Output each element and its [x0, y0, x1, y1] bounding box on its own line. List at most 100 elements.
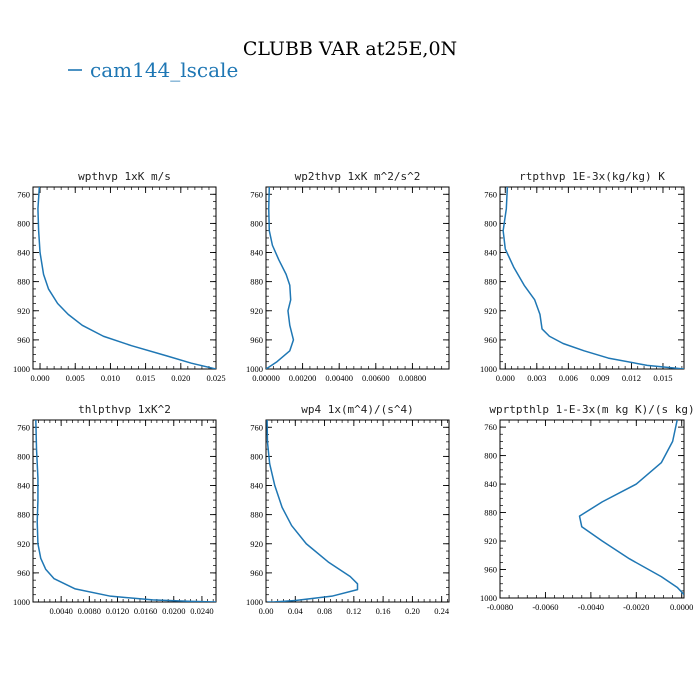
plot-frame: [499, 186, 685, 370]
y-tick-label: 960: [17, 568, 30, 578]
x-tick-label: 0.00800: [399, 373, 427, 383]
y-tick-label: 920: [250, 539, 263, 549]
y-tick-label: 760: [17, 422, 30, 432]
x-tick-label: 0.08: [317, 606, 332, 616]
y-tick-label: 1000: [246, 597, 263, 607]
y-tick-label: 760: [484, 189, 497, 199]
panels: wpthvp 1xK m/s76080084088092096010000.00…: [13, 170, 695, 616]
y-tick-label: 800: [250, 451, 263, 461]
x-tick-label: 0.20: [405, 606, 420, 616]
x-tick-label: 0.000: [30, 373, 49, 383]
y-tick-label: 760: [250, 189, 263, 199]
x-tick-label: 0.015: [136, 373, 155, 383]
plot-frame: [32, 186, 217, 370]
x-tick-label: 0.015: [653, 373, 672, 383]
y-tick-label: 840: [484, 479, 497, 489]
y-tick-label: 760: [17, 189, 30, 199]
plot-frame: [499, 419, 685, 599]
x-tick-label: 0.012: [622, 373, 641, 383]
y-tick-label: 840: [17, 481, 30, 491]
x-tick-label: 0.006: [559, 373, 578, 383]
x-tick-label: 0.0120: [106, 606, 129, 616]
panel-6: wprtpthlp 1-E-3x(m kg K)/(s kg) 760 800 840…: [480, 403, 695, 612]
y-tick-label: 760: [250, 422, 263, 432]
x-tick-label: 0.000: [496, 373, 515, 383]
y-tick-label: 800: [17, 451, 30, 461]
x-tick-label: 0.00000: [252, 373, 280, 383]
y-tick-label: 800: [484, 451, 497, 461]
panel-title: rtpthvp 1E-3x(kg/kg) K: [519, 170, 665, 183]
panel-title: thlpthvp 1xK^2: [78, 403, 171, 416]
panel-5: wp4 1x(m^4)/(s^4)76080084088092096010000…: [246, 403, 450, 616]
x-tick-label: 0.0240: [190, 606, 213, 616]
y-tick-label: 760: [484, 422, 497, 432]
x-tick-label: -0.0040: [578, 602, 604, 612]
y-tick-label: 960: [484, 335, 497, 345]
panel-title: wprtpthlp 1-E-3x(m kg K)/(s kg): [489, 403, 694, 416]
x-tick-label: 0.0000: [670, 602, 693, 612]
x-tick-label: 0.009: [590, 373, 609, 383]
y-tick-label: 920: [17, 306, 30, 316]
y-tick-label: 960: [484, 565, 497, 575]
y-tick-label: 1000: [13, 597, 30, 607]
panel-1: wpthvp 1xK m/s76080084088092096010000.00…: [13, 170, 226, 383]
y-tick-label: 920: [250, 306, 263, 316]
y-tick-label: 920: [484, 306, 497, 316]
legend: cam144_lscale: [68, 58, 238, 82]
plot-frame: [32, 419, 217, 603]
x-tick-label: 0.020: [171, 373, 190, 383]
y-tick-label: 1000: [13, 364, 30, 374]
x-tick-label: 0.003: [527, 373, 546, 383]
x-tick-label: 0.010: [101, 373, 120, 383]
y-tick-label: 880: [17, 510, 30, 520]
x-tick-label: 0.12: [346, 606, 361, 616]
x-tick-label: 0.04: [288, 606, 304, 616]
y-tick-label: 920: [17, 539, 30, 549]
legend-label: cam144_lscale: [90, 58, 238, 82]
x-tick-label: 0.00200: [289, 373, 317, 383]
y-tick-label: 880: [250, 277, 263, 287]
y-tick-label: 1000: [246, 364, 263, 374]
y-tick-label: 840: [250, 481, 263, 491]
panel-4: thlpthvp 1xK^2 760 800 840 880 920 960 1000 0.00…: [13, 403, 217, 616]
y-tick-label: 800: [17, 218, 30, 228]
series-line: [266, 187, 295, 369]
panel-title: wpthvp 1xK m/s: [78, 170, 171, 183]
x-tick-label: 0.0080: [78, 606, 101, 616]
x-tick-label: 0.0160: [134, 606, 157, 616]
plot-frame: [265, 186, 450, 370]
y-tick-label: 880: [250, 510, 263, 520]
y-tick-label: 840: [250, 248, 263, 258]
y-tick-label: 800: [250, 218, 263, 228]
x-tick-label: 0.025: [206, 373, 225, 383]
figure-title: CLUBB VAR at25E,0N: [243, 38, 457, 60]
x-tick-label: -0.0060: [532, 602, 558, 612]
y-tick-label: 960: [250, 335, 263, 345]
y-tick-label: 840: [484, 248, 497, 258]
x-tick-label: 0.24: [434, 606, 450, 616]
series-line: [37, 187, 216, 369]
plot-frame: [265, 419, 450, 603]
series-line: [502, 187, 684, 369]
series-line: [578, 420, 684, 595]
x-tick-label: 0.005: [66, 373, 85, 383]
x-tick-label: -0.0020: [623, 602, 649, 612]
x-tick-label: 0.00: [259, 606, 274, 616]
y-tick-label: 1000: [480, 364, 497, 374]
panel-3: rtpthvp 1E-3x(kg/kg) K 760 800 840 880 920 960…: [480, 170, 685, 383]
y-tick-label: 880: [17, 277, 30, 287]
y-tick-label: 920: [484, 536, 497, 546]
y-tick-label: 880: [484, 508, 497, 518]
y-tick-label: 880: [484, 277, 497, 287]
x-tick-label: 0.00600: [362, 373, 390, 383]
x-tick-label: -0.0080: [487, 602, 513, 612]
panel-title: wp4 1x(m^4)/(s^4): [301, 403, 414, 416]
panel-title: wp2thvp 1xK m^2/s^2: [295, 170, 421, 183]
x-tick-label: 0.00400: [325, 373, 353, 383]
series-line: [35, 420, 216, 602]
series-line: [266, 420, 359, 602]
x-tick-label: 0.16: [376, 606, 391, 616]
y-tick-label: 800: [484, 218, 497, 228]
y-tick-label: 960: [17, 335, 30, 345]
